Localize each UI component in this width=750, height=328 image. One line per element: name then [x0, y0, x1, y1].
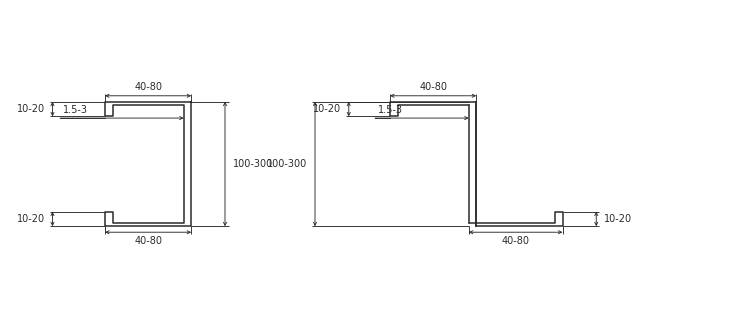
Text: 10-20: 10-20: [604, 214, 632, 224]
Text: 40-80: 40-80: [134, 236, 162, 246]
Text: 40-80: 40-80: [419, 82, 447, 92]
Text: 10-20: 10-20: [16, 214, 45, 224]
Text: 40-80: 40-80: [502, 236, 530, 246]
Text: 10-20: 10-20: [16, 104, 45, 114]
Text: 100-300: 100-300: [267, 159, 308, 169]
Text: 100-300: 100-300: [232, 159, 273, 169]
Text: 1.5-3: 1.5-3: [378, 105, 403, 115]
Text: 1.5-3: 1.5-3: [63, 105, 88, 115]
Text: 40-80: 40-80: [134, 82, 162, 92]
Text: 10-20: 10-20: [314, 104, 341, 114]
